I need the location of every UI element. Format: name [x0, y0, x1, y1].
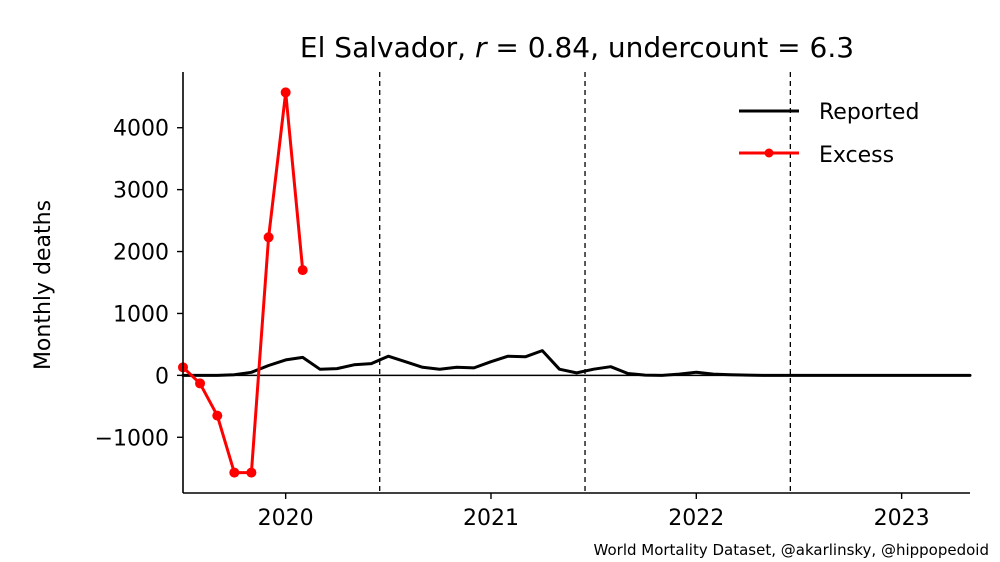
- y-axis-label: Monthly deaths: [31, 200, 56, 370]
- legend-label-excess: Excess: [819, 143, 894, 168]
- y-axis-ticks: −1000 0 1000 2000 3000 4000: [95, 117, 183, 451]
- x-tick-label: 2023: [874, 506, 930, 531]
- series-layer: [178, 87, 972, 478]
- y-tick-label: 4000: [113, 117, 169, 142]
- x-tick-label: 2020: [258, 506, 314, 531]
- data-point-excess: [212, 410, 223, 421]
- legend-item-excess: Excess: [739, 143, 894, 168]
- data-point-excess: [246, 467, 257, 478]
- title-r-symbol: r: [475, 31, 488, 64]
- series-line-reported: [181, 349, 972, 377]
- x-tick-label: 2021: [463, 506, 519, 531]
- y-tick-label: 0: [155, 364, 169, 389]
- chart-title: El Salvador, r = 0.84, undercount = 6.3: [300, 31, 854, 64]
- period-dividers: [379, 72, 791, 493]
- legend-item-reported: Reported: [739, 100, 919, 125]
- x-tick-label: 2022: [668, 506, 724, 531]
- legend: Reported Excess: [739, 100, 919, 168]
- plot-area: −1000 0 1000 2000 3000 4000 2020 2021 2022 2023: [95, 72, 972, 531]
- data-point-excess: [263, 232, 274, 243]
- credit-text: World Mortality Dataset, @akarlinsky, @h…: [594, 541, 989, 559]
- data-point-excess: [297, 265, 308, 276]
- y-tick-label: 2000: [113, 241, 169, 266]
- x-axis-ticks: 2020 2021 2022 2023: [258, 493, 930, 531]
- y-tick-label: 3000: [113, 179, 169, 204]
- title-country: El Salvador,: [300, 31, 475, 64]
- y-tick-label: 1000: [113, 302, 169, 327]
- legend-label-reported: Reported: [819, 100, 919, 125]
- y-tick-label: −1000: [95, 426, 169, 451]
- data-point-excess: [280, 87, 291, 98]
- data-point-excess: [229, 467, 240, 478]
- data-point-excess: [195, 378, 206, 389]
- title-stats: = 0.84, undercount = 6.3: [486, 31, 854, 64]
- series-line-excess: [181, 90, 305, 475]
- legend-marker-excess: [764, 148, 774, 158]
